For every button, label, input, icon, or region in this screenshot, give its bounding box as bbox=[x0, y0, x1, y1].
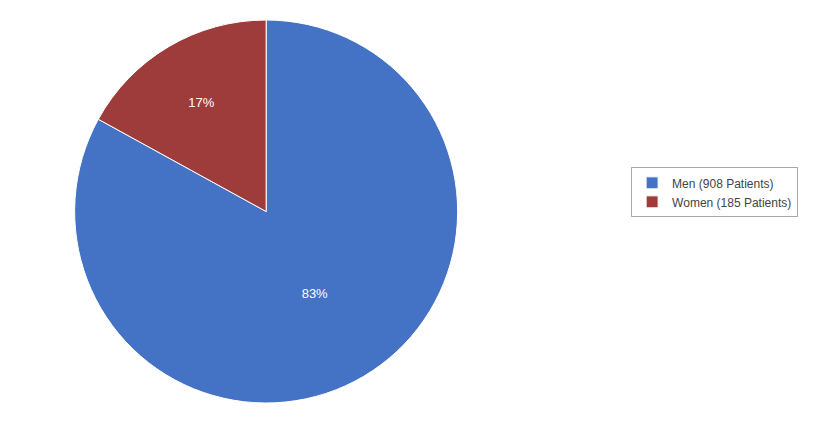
svg-text:17%: 17% bbox=[188, 95, 214, 110]
svg-text:83%: 83% bbox=[302, 286, 328, 301]
svg-text:Women (185 Patients): Women (185 Patients) bbox=[672, 196, 791, 210]
svg-text:Men (908 Patients): Men (908 Patients) bbox=[672, 177, 773, 191]
